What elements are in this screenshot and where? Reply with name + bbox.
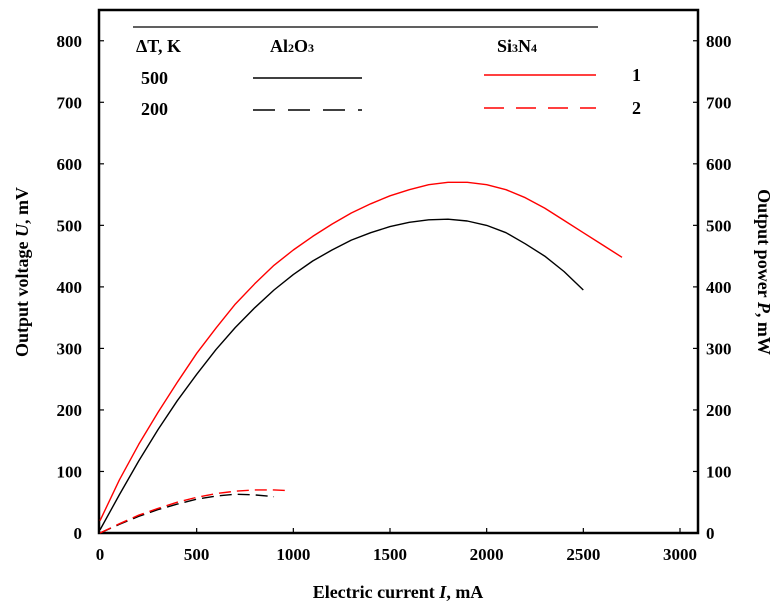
- legend-header-al2o3: Al2O3: [270, 36, 314, 56]
- y-tick-label-left: 300: [57, 339, 83, 358]
- y-tick-label-left: 700: [57, 93, 83, 112]
- y-tick-label-left: 500: [57, 216, 83, 235]
- series-line-si3n4-500: [99, 181, 623, 522]
- y-tick-label-right: 700: [706, 93, 732, 112]
- y-tick-label-left: 600: [57, 155, 83, 174]
- y-tick-label-right: 100: [706, 462, 732, 481]
- y-tick-label-right: 800: [706, 32, 732, 51]
- x-tick-label: 500: [184, 545, 210, 564]
- y-tick-label-left: 200: [57, 401, 83, 420]
- series-line-al2o3-200: [99, 493, 275, 534]
- x-tick-label: 2000: [470, 545, 504, 564]
- legend: ΔT, K Al2O3 Si3N4 500 200 1 2: [133, 26, 641, 119]
- series-line-al2o3-500: [99, 218, 584, 531]
- y-tick-label-left: 800: [57, 32, 83, 51]
- x-axis-title: Electric current I, mA: [313, 582, 484, 602]
- y-tick-label-right: 0: [706, 524, 715, 543]
- legend-row-dt-500: 500: [141, 68, 168, 88]
- y-tick-label-left: 100: [57, 462, 83, 481]
- x-tick-label: 2500: [566, 545, 600, 564]
- legend-header-si3n4: Si3N4: [497, 36, 537, 56]
- series-line-si3n4-200: [99, 489, 286, 534]
- x-tick-label: 1500: [373, 545, 407, 564]
- plot-frame: [97, 8, 700, 535]
- y-axis-title-right: Output power P, mW: [754, 189, 774, 355]
- x-tick-label: 1000: [276, 545, 310, 564]
- y-tick-label-right: 600: [706, 155, 732, 174]
- x-tick-label: 0: [96, 545, 105, 564]
- legend-row-id-1: 1: [632, 65, 641, 85]
- y-tick-label-left: 400: [57, 278, 83, 297]
- y-tick-label-right: 400: [706, 278, 732, 297]
- x-tick-label: 3000: [663, 545, 697, 564]
- legend-row-dt-200: 200: [141, 99, 168, 119]
- y-tick-label-left: 0: [74, 524, 83, 543]
- y-tick-label-right: 300: [706, 339, 732, 358]
- y-tick-label-right: 500: [706, 216, 732, 235]
- legend-row-id-2: 2: [632, 98, 641, 118]
- y-tick-label-right: 200: [706, 401, 732, 420]
- y-axis-title-left: Output voltage U, mV: [12, 187, 32, 357]
- legend-header-dt: ΔT, K: [136, 36, 181, 56]
